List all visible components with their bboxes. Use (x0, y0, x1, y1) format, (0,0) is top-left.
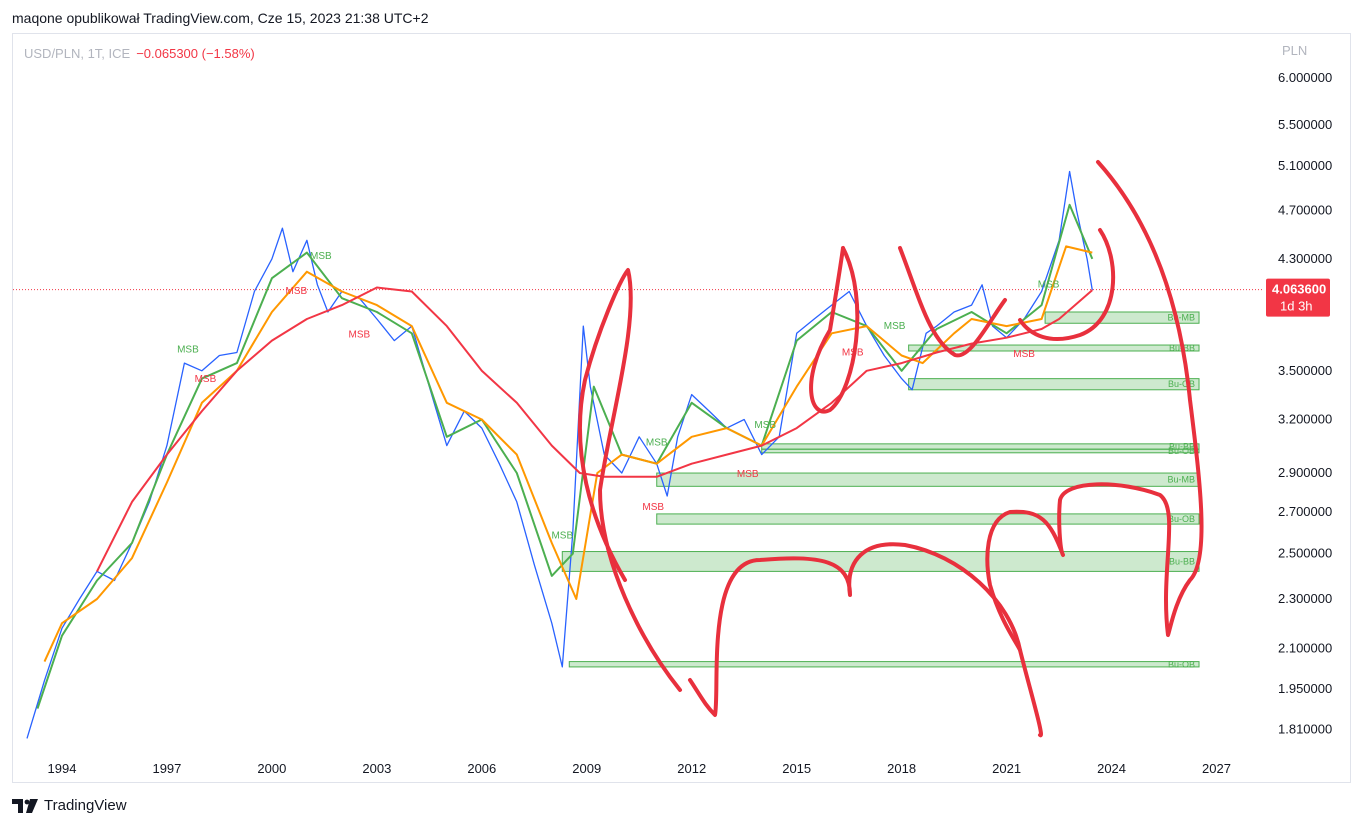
price-tick-1: 5.500000 (1278, 117, 1332, 132)
msb-label-2: MSB (310, 251, 332, 262)
zone-label-5: Bu-MB (1168, 475, 1196, 485)
tradingview-brand[interactable]: TradingView (12, 797, 127, 814)
year-tick-0: 1994 (48, 761, 77, 776)
brand-name: TradingView (44, 797, 127, 814)
symbol-label[interactable]: USD/PLN, 1T, ICE (24, 46, 131, 61)
chart-frame[interactable] (12, 33, 1351, 783)
price-tick-13: 1.810000 (1278, 721, 1332, 736)
zone-box-0 (1044, 311, 1200, 324)
last-price-badge: 4.063600 1d 3h (1266, 278, 1330, 317)
price-tick-11: 2.100000 (1278, 640, 1332, 655)
msb-label-13: MSB (1013, 349, 1035, 360)
zone-box-3 (761, 443, 1200, 450)
zone-box-6 (656, 513, 1200, 525)
msb-label-0: MSB (177, 344, 199, 355)
zone-label-8: Bu-OB (1168, 659, 1195, 669)
currency-label: PLN (1282, 43, 1307, 58)
price-tick-9: 2.500000 (1278, 546, 1332, 561)
price-tick-10: 2.300000 (1278, 591, 1332, 606)
price-tick-2: 5.100000 (1278, 158, 1332, 173)
series-line-1 (36, 203, 1094, 709)
zone-label-6: Bu-OB (1168, 514, 1195, 524)
price-tick-0: 6.000000 (1278, 70, 1332, 85)
year-tick-5: 2009 (572, 761, 601, 776)
series-line-0 (26, 170, 1093, 739)
price-tick-5: 3.500000 (1278, 363, 1332, 378)
msb-label-5: MSB (551, 531, 573, 542)
order-block-zones: Bu-MBBu-BBBu-OBBu-BBBu-OBBu-MBBu-OBBu-BB… (561, 311, 1200, 669)
msb-label-6: MSB (646, 438, 668, 449)
series-line-3 (96, 286, 1093, 572)
zone-box-4 (761, 448, 1200, 454)
msb-label-10: MSB (884, 321, 906, 332)
zone-box-2 (908, 378, 1200, 391)
zone-label-7: Bu-BB (1169, 556, 1195, 566)
bar-countdown: 1d 3h (1280, 299, 1313, 314)
year-tick-8: 2018 (887, 761, 916, 776)
msb-label-7: MSB (642, 502, 664, 513)
zone-box-1 (908, 344, 1200, 352)
price-axis: 6.000000 5.500000 5.100000 4.700000 4.300000… (1278, 70, 1332, 736)
year-tick-4: 2006 (467, 761, 496, 776)
time-axis: 1994 1997 2000 2003 2006 2009 2012 2015 2018 2021… (48, 761, 1231, 776)
msb-label-1: MSB (195, 374, 217, 385)
msb-label-8: MSB (737, 469, 759, 480)
price-tick-3: 4.700000 (1278, 203, 1332, 218)
price-change: −0.065300 (−1.58%) (136, 46, 255, 61)
zone-label-4: Bu-OB (1168, 446, 1195, 456)
price-tick-8: 2.700000 (1278, 504, 1332, 519)
msb-label-12: MSB (1038, 279, 1060, 290)
zone-box-8 (568, 661, 1200, 668)
year-tick-11: 2027 (1202, 761, 1231, 776)
publisher-header: maqone opublikował TradingView.com, Cze … (12, 10, 429, 26)
year-tick-10: 2024 (1097, 761, 1126, 776)
year-tick-6: 2012 (677, 761, 706, 776)
year-tick-2: 2000 (257, 761, 286, 776)
year-tick-9: 2021 (992, 761, 1021, 776)
zone-label-2: Bu-OB (1168, 379, 1195, 389)
msb-label-9: MSB (754, 420, 776, 431)
year-tick-1: 1997 (152, 761, 181, 776)
price-tick-7: 2.900000 (1278, 465, 1332, 480)
tradingview-logo-icon (12, 798, 38, 813)
price-tick-12: 1.950000 (1278, 681, 1332, 696)
year-tick-3: 2003 (362, 761, 391, 776)
series-line-2 (43, 245, 1093, 663)
zone-box-7 (561, 551, 1200, 572)
chart-legend: USD/PLN, 1T, ICE −0.065300 (−1.58%) (24, 46, 255, 61)
series-layer (26, 170, 1094, 739)
last-price-value: 4.063600 (1272, 282, 1326, 297)
zone-label-0: Bu-MB (1168, 313, 1196, 323)
year-tick-7: 2015 (782, 761, 811, 776)
msb-label-4: MSB (349, 330, 371, 341)
price-tick-4: 4.300000 (1278, 251, 1332, 266)
zone-label-3: Bu-BB (1169, 442, 1195, 452)
hand-drawn-markup (578, 160, 1204, 738)
price-tick-6: 3.200000 (1278, 412, 1332, 427)
msb-label-3: MSB (286, 286, 308, 297)
